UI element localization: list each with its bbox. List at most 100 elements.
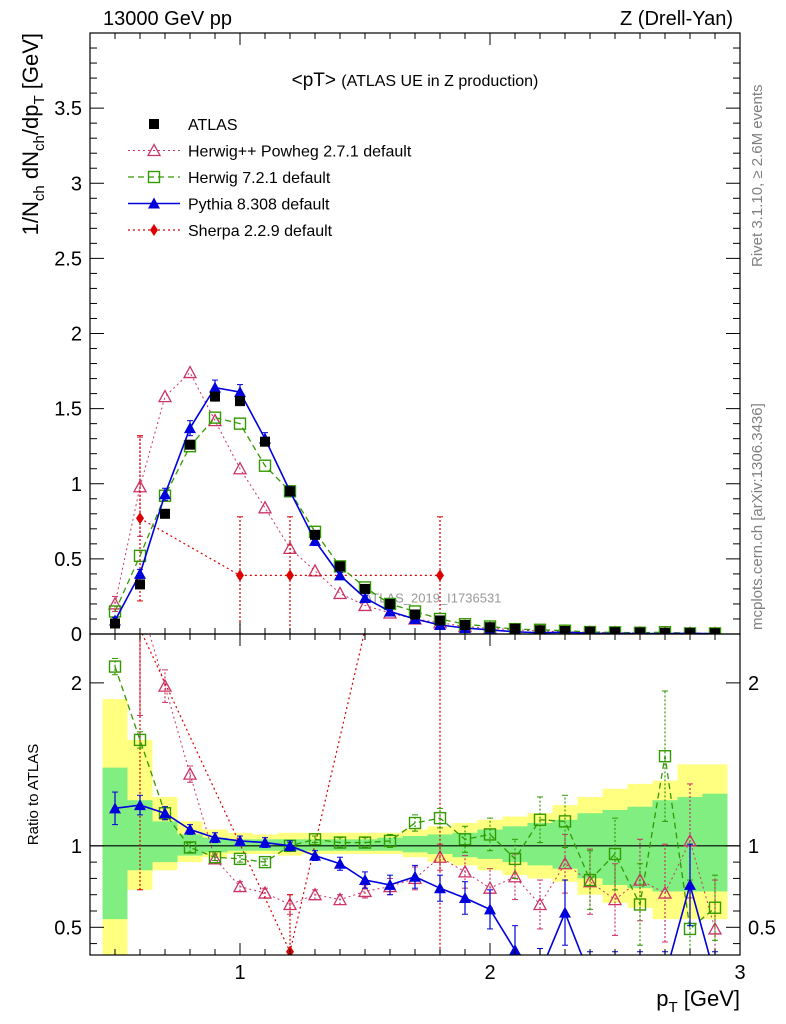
data-point-herwig7 (558, 624, 572, 634)
data-point-herwig7 (508, 852, 522, 866)
data-point-herwigpp (457, 864, 473, 878)
data-point-atlas (210, 391, 220, 402)
data-point-pythia (234, 386, 246, 398)
legend-marker-herwig7 (147, 170, 161, 184)
data-point-atlas (310, 529, 320, 540)
series-pythia (109, 791, 718, 955)
data-point-herwig7 (608, 847, 622, 861)
ratio-y-tick-label: 1 (71, 836, 82, 858)
data-point-herwig7 (658, 625, 672, 634)
data-point-sherpa (286, 569, 294, 582)
data-point-pythia (109, 802, 121, 814)
legend-label-atlas: ATLAS (188, 117, 238, 134)
x-axis-title: pT [GeV] (656, 986, 740, 1016)
legend-marker-atlas (149, 119, 159, 129)
band-green (327, 839, 353, 851)
data-point-pythia (309, 849, 321, 861)
y-tick-label: 0 (71, 624, 82, 646)
ratio-y-tick-label: 2 (71, 673, 82, 695)
data-point-atlas (185, 439, 195, 450)
data-point-herwig7 (408, 816, 422, 830)
data-point-atlas (260, 436, 270, 447)
data-point-herwig7 (708, 901, 722, 914)
data-point-pythia (434, 882, 446, 894)
data-point-atlas (235, 396, 245, 407)
band-green (352, 839, 378, 851)
data-point-atlas (460, 619, 470, 630)
band-green (152, 821, 178, 863)
data-point-pythia (359, 591, 371, 603)
plot-title-sub: (ATLAS UE in Z production) (341, 73, 538, 90)
data-point-herwigpp (607, 892, 623, 906)
data-point-pythia (559, 906, 571, 918)
data-point-herwigpp (182, 766, 198, 780)
y-axis-title-part: /dp (18, 105, 43, 136)
legend: ATLAS Herwig++ Powheg 2.7.1 default Herwig… (128, 117, 412, 240)
legend-label-herwig7: Herwig 7.2.1 default (188, 170, 331, 187)
data-point-herwig7 (233, 417, 247, 430)
y-tick-label: 0.5 (54, 549, 82, 571)
data-point-pythia (184, 823, 196, 835)
data-point-atlas (360, 583, 370, 594)
data-point-herwig7 (133, 733, 147, 747)
data-point-pythia (309, 534, 321, 546)
legend-label-sherpa: Sherpa 2.2.9 default (188, 223, 333, 240)
y-axis-title-sub: T (31, 95, 48, 104)
main-panel: ATLAS_2019_I1736531 (107, 365, 722, 634)
y-tick-label: 3 (71, 173, 82, 195)
band-green (402, 836, 428, 853)
ratio-panel (90, 634, 740, 955)
data-point-herwig7 (258, 855, 272, 869)
legend-marker-herwigpp (146, 143, 162, 157)
data-point-herwig7 (258, 459, 272, 472)
y-axis-title-part: 1/N (18, 201, 43, 235)
x-axis-title-part: [GeV] (678, 986, 740, 1011)
band-green (202, 837, 228, 853)
data-point-pythia (334, 569, 346, 581)
band-green (377, 837, 403, 851)
series-line-herwig7 (114, 666, 716, 931)
data-point-herwigpp (432, 849, 448, 863)
data-point-sherpa (236, 569, 244, 582)
ratio-y-tick-label-right: 1 (748, 836, 759, 858)
y-tick-label: 1.5 (54, 399, 82, 421)
data-point-pythia (284, 839, 296, 851)
data-point-pythia (684, 878, 696, 890)
series-line-sherpa (139, 517, 440, 577)
data-point-herwigpp (707, 921, 723, 935)
data-point-herwig7 (608, 626, 622, 634)
data-point-herwigpp (307, 887, 323, 901)
data-point-pythia (384, 605, 396, 617)
data-point-pythia (234, 834, 246, 846)
data-point-pythia (209, 381, 221, 393)
data-point-pythia (259, 836, 271, 848)
watermark: ATLAS_2019_I1736531 (364, 590, 502, 605)
data-point-herwig7 (483, 828, 497, 841)
data-point-atlas (410, 609, 420, 620)
data-point-pythia (459, 891, 471, 903)
x-tick-label: 2 (484, 962, 495, 984)
data-point-herwig7 (633, 898, 647, 911)
data-point-atlas (285, 486, 295, 497)
data-point-herwigpp (107, 596, 123, 610)
y-axis-title: 1/Nch dNch/dpT [GeV] (18, 33, 48, 235)
data-point-herwig7 (383, 834, 397, 848)
header-right: Z (Drell-Yan) (620, 8, 733, 30)
x-axis-title-sub: T (668, 999, 677, 1016)
data-point-herwigpp (357, 598, 373, 612)
data-point-sherpa (436, 569, 444, 582)
legend-label-herwigpp: Herwig++ Powheg 2.7.1 default (188, 144, 412, 161)
data-point-herwigpp (532, 897, 548, 911)
data-point-herwigpp (657, 885, 673, 899)
band-green (702, 793, 728, 892)
data-point-pythia (134, 567, 146, 579)
band-green (102, 767, 128, 920)
band-green (502, 826, 528, 863)
series-sherpa (136, 435, 444, 634)
y-axis-title-part: [GeV] (18, 33, 43, 95)
data-point-pythia (334, 857, 346, 869)
data-point-herwigpp (307, 563, 323, 577)
data-point-atlas (435, 615, 445, 626)
y-axis-title-sub: ch (31, 135, 48, 151)
